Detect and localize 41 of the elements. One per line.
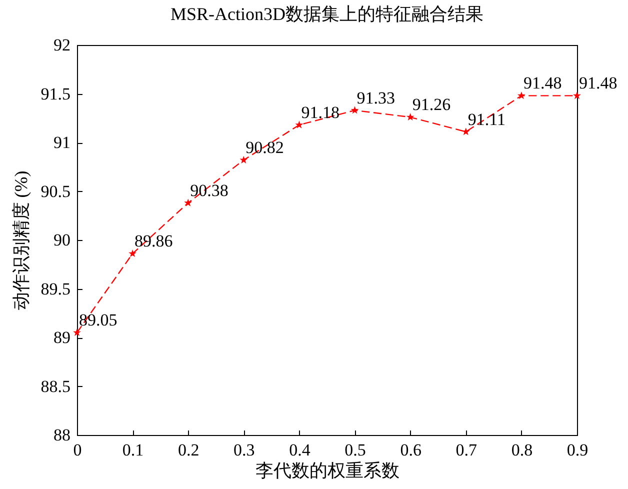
data-label: 91.26 xyxy=(412,95,451,114)
y-axis-title: 动作识别精度 (%) xyxy=(10,170,31,310)
x-axis-title: 李代数的权重系数 xyxy=(256,460,400,480)
data-label: 89.05 xyxy=(79,310,118,330)
point xyxy=(350,106,359,114)
point xyxy=(240,156,248,164)
y-tick-label: 89.5 xyxy=(40,279,70,298)
y-tick-label: 88.5 xyxy=(40,376,70,396)
data-label: 91.18 xyxy=(301,102,340,122)
x-tick-label: 0.8 xyxy=(511,440,533,460)
x-tick-label: 0.1 xyxy=(122,440,144,460)
data-label: 90.82 xyxy=(246,138,284,158)
data-label: 91.48 xyxy=(523,74,562,93)
x-tick-label: 0.7 xyxy=(456,440,478,460)
y-tick-label: 91.5 xyxy=(40,84,70,104)
data-label: 91.48 xyxy=(579,74,618,93)
point xyxy=(73,328,81,336)
data-label: 90.38 xyxy=(190,180,228,200)
x-tick-label: 0 xyxy=(73,440,82,460)
point xyxy=(184,198,192,206)
x-tick-label: 0.5 xyxy=(344,440,366,460)
y-tick-label: 89 xyxy=(54,328,70,347)
point xyxy=(517,92,526,100)
x-tick-label: 0.9 xyxy=(566,440,588,460)
x-tick-label: 0.2 xyxy=(178,440,200,460)
point xyxy=(295,120,304,128)
x-tick-label: 0.3 xyxy=(234,440,255,460)
data-label: 91.33 xyxy=(356,88,396,108)
y-tick-label: 90.5 xyxy=(40,182,70,201)
data-label: 89.86 xyxy=(134,232,173,251)
point xyxy=(573,92,581,100)
data-label: 91.11 xyxy=(468,110,506,129)
point xyxy=(406,112,414,121)
y-tick-label: 88 xyxy=(54,426,70,444)
y-tick-label: 92 xyxy=(54,36,70,54)
chart-title: MSR-Action3D数据集上的特征融合结果 xyxy=(170,4,484,24)
point xyxy=(128,249,137,258)
y-tick-label: 91 xyxy=(54,133,70,152)
x-tick-label: 0.6 xyxy=(400,440,422,460)
y-tick-label: 90 xyxy=(54,230,70,250)
x-tick-label: 0.4 xyxy=(289,440,311,460)
